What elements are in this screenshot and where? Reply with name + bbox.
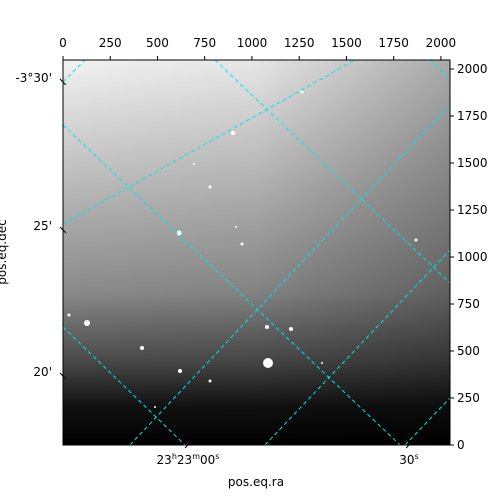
x-tick-label: 1250 xyxy=(284,36,315,50)
y-tick-label: 1500 xyxy=(457,156,488,170)
ra-unit: m xyxy=(192,452,200,461)
x-tick-label: 1000 xyxy=(237,36,268,50)
y-tick-label: 0 xyxy=(457,438,465,452)
y-tick-label: 1000 xyxy=(457,250,488,264)
y-tick-label: 2000 xyxy=(457,62,488,76)
x-tick-label: 750 xyxy=(193,36,216,50)
axes-frame xyxy=(62,59,451,446)
dec-tick xyxy=(59,78,67,86)
dec-tick xyxy=(59,372,67,380)
x-tick-label: 2000 xyxy=(426,36,457,50)
wcs-grid xyxy=(63,60,450,445)
y-tick-label: 1250 xyxy=(457,203,488,217)
ra-tick-label: 30s xyxy=(399,452,418,467)
x-tick-label: 1750 xyxy=(378,36,409,50)
y-axis-label: pos.eq.dec xyxy=(0,219,9,284)
x-tick-label: 1500 xyxy=(331,36,362,50)
dec-tick-label: 20' xyxy=(33,365,52,379)
ra-unit: s xyxy=(415,452,419,461)
x-tick-label: 250 xyxy=(99,36,122,50)
ra-tick-label: 23h23m00s xyxy=(157,452,220,467)
dec-tick-label: -3°30' xyxy=(15,71,52,85)
ra-value: 23 xyxy=(157,453,172,467)
x-tick-label: 0 xyxy=(59,36,67,50)
x-axis-label: pos.eq.ra xyxy=(228,475,284,489)
y-tick-label: 500 xyxy=(457,344,480,358)
ra-unit: s xyxy=(215,452,219,461)
ra-unit: h xyxy=(172,452,177,461)
ra-tick xyxy=(405,441,413,449)
ra-value: 30 xyxy=(399,453,414,467)
y-tick-label: 250 xyxy=(457,391,480,405)
y-tick-label: 750 xyxy=(457,297,480,311)
dec-tick-label: 25' xyxy=(33,219,52,233)
ra-value: 00 xyxy=(200,453,215,467)
y-tick-label: 1750 xyxy=(457,109,488,123)
ra-tick xyxy=(184,441,192,449)
x-tick-label: 500 xyxy=(146,36,169,50)
ra-value: 23 xyxy=(177,453,192,467)
dec-tick xyxy=(59,226,67,234)
sky-image xyxy=(63,60,450,445)
